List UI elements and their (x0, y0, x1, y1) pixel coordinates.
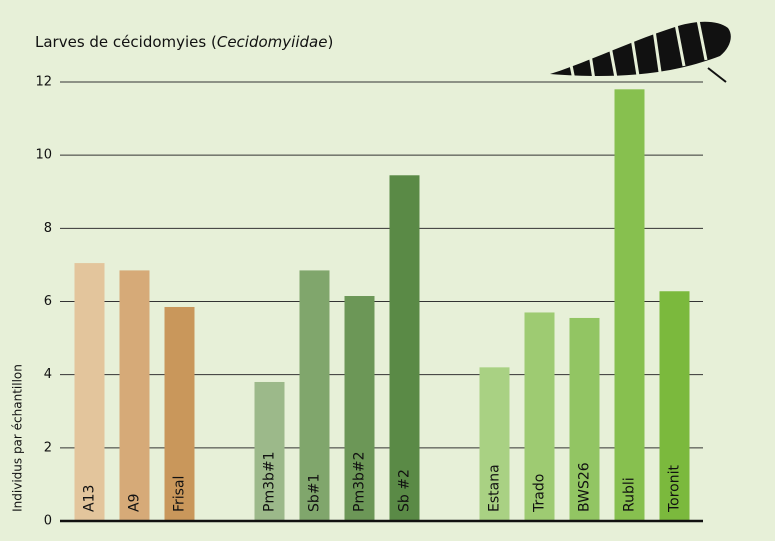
y-tick-label: 4 (44, 367, 52, 382)
title-italic: Cecidomyiidae (217, 33, 328, 51)
bar-label: BWS26 (577, 462, 593, 512)
bar-label: Toronit (667, 464, 683, 513)
bar-label: A13 (82, 485, 98, 512)
bar (614, 89, 645, 522)
bar (299, 270, 330, 521)
y-tick-label: 6 (44, 294, 52, 309)
y-tick-label: 12 (35, 75, 52, 90)
bar (569, 317, 600, 521)
bar-label: Estana (487, 464, 503, 512)
y-tick-label: 8 (44, 221, 52, 236)
bar-label: Pm3b#2 (352, 451, 368, 512)
bar-label: A9 (127, 494, 143, 512)
chart-title: Larves de cécidomyies (Cecidomyiidae) (35, 33, 333, 51)
larva-icon (550, 19, 731, 83)
bar-label: Sb #2 (397, 469, 413, 512)
bar-label: Frisal (172, 476, 188, 512)
bar (254, 381, 285, 521)
bar-label: Sb#1 (307, 474, 323, 512)
bar-label: Pm3b#1 (262, 451, 278, 512)
bar (119, 270, 150, 521)
bar-label: Trado (532, 474, 548, 513)
bar (659, 291, 690, 521)
title-part: Larves de cécidomyies ( (35, 33, 217, 51)
bar (479, 367, 510, 521)
y-tick-label: 10 (35, 148, 52, 163)
bar (344, 296, 375, 521)
y-tick-label: 0 (44, 514, 52, 529)
y-tick-label: 2 (44, 440, 52, 455)
bar-label: Rubli (622, 477, 638, 512)
y-axis-label: Individus par échantillon (11, 364, 25, 512)
title-part: ) (327, 33, 333, 51)
bar (74, 263, 105, 521)
bar (164, 306, 195, 521)
bar (389, 175, 420, 521)
bar (524, 312, 555, 521)
